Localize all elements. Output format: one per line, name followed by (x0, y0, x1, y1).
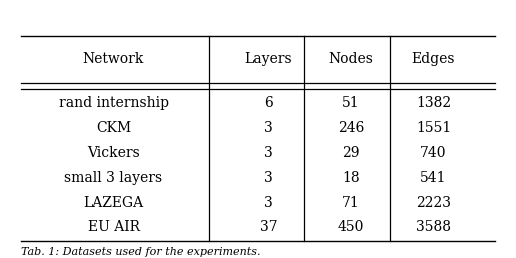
Text: 37: 37 (260, 221, 277, 235)
Text: 3: 3 (264, 196, 272, 209)
Text: 6: 6 (264, 96, 272, 110)
Text: LAZEGA: LAZEGA (84, 196, 143, 209)
Text: 450: 450 (337, 221, 364, 235)
Text: 1382: 1382 (416, 96, 451, 110)
Text: rand internship: rand internship (58, 96, 169, 110)
Text: Network: Network (83, 52, 144, 66)
Text: 246: 246 (337, 121, 364, 135)
Text: 3: 3 (264, 146, 272, 160)
Text: Nodes: Nodes (329, 52, 373, 66)
Text: 3: 3 (264, 171, 272, 184)
Text: 3: 3 (264, 121, 272, 135)
Text: small 3 layers: small 3 layers (64, 171, 163, 184)
Text: 3588: 3588 (416, 221, 451, 235)
Text: 2223: 2223 (416, 196, 451, 209)
Text: 18: 18 (342, 171, 360, 184)
Text: Edges: Edges (412, 52, 455, 66)
Text: 71: 71 (342, 196, 360, 209)
Text: 51: 51 (342, 96, 360, 110)
Text: 740: 740 (420, 146, 447, 160)
Text: 29: 29 (342, 146, 360, 160)
Text: Vickers: Vickers (87, 146, 140, 160)
Text: Tab. 1: Datasets used for the experiments.: Tab. 1: Datasets used for the experiment… (21, 247, 260, 256)
Text: 541: 541 (420, 171, 447, 184)
Text: 1551: 1551 (416, 121, 451, 135)
Text: Layers: Layers (245, 52, 292, 66)
Text: EU AIR: EU AIR (88, 221, 139, 235)
Text: CKM: CKM (96, 121, 131, 135)
